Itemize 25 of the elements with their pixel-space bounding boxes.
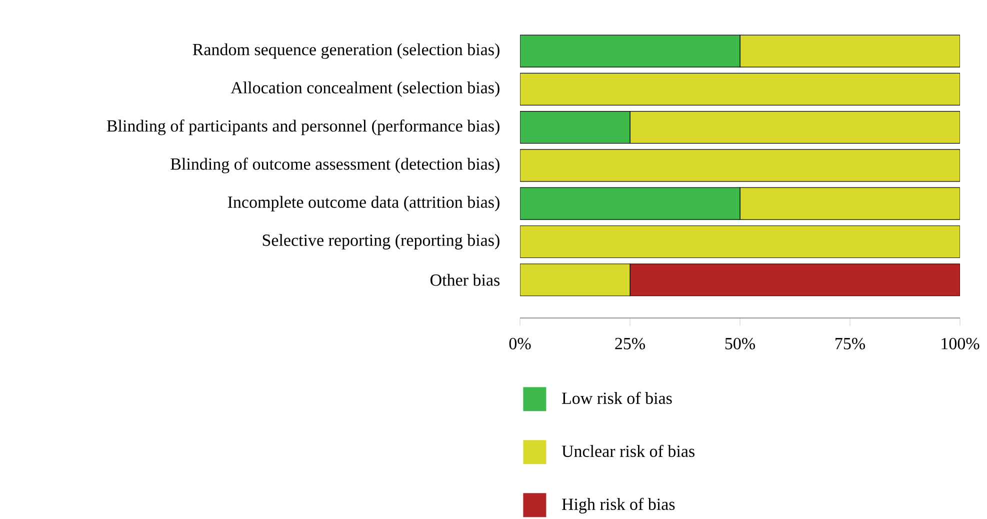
bar bbox=[630, 111, 960, 144]
bar bbox=[520, 149, 960, 182]
x-tick-label: 25% bbox=[615, 338, 645, 350]
bar bbox=[520, 264, 630, 296]
y-tick-label: Allocation concealment (selection bias) bbox=[230, 82, 500, 97]
bar bbox=[520, 225, 960, 258]
legend-label: Unclear risk of bias bbox=[562, 444, 694, 457]
x-tick-label: 100% bbox=[942, 338, 980, 350]
bar bbox=[520, 111, 630, 144]
y-tick-label: Selective reporting (reporting bias) bbox=[262, 234, 500, 250]
y-tick-label: Random sequence generation (selection bias) bbox=[192, 43, 500, 59]
x-tick-label: 75% bbox=[836, 338, 866, 350]
bar bbox=[740, 187, 960, 220]
bar bbox=[520, 72, 960, 106]
x-tick-label: 0% bbox=[509, 338, 531, 350]
x-tick-label: 50% bbox=[725, 338, 755, 350]
bar bbox=[520, 187, 740, 220]
legend-label: High risk of bias bbox=[562, 498, 675, 514]
y-tick-label: Incomplete outcome data (attrition bias) bbox=[228, 196, 500, 212]
y-tick-label: Blinding of outcome assessment (detection bias) bbox=[170, 158, 500, 174]
legend-label: Low risk of bias bbox=[562, 392, 672, 404]
bar bbox=[740, 34, 960, 68]
y-tick-label: Other bias bbox=[430, 274, 500, 286]
y-tick-label: Blinding of participants and personnel (performance bias) bbox=[106, 120, 500, 136]
bar bbox=[520, 34, 740, 68]
